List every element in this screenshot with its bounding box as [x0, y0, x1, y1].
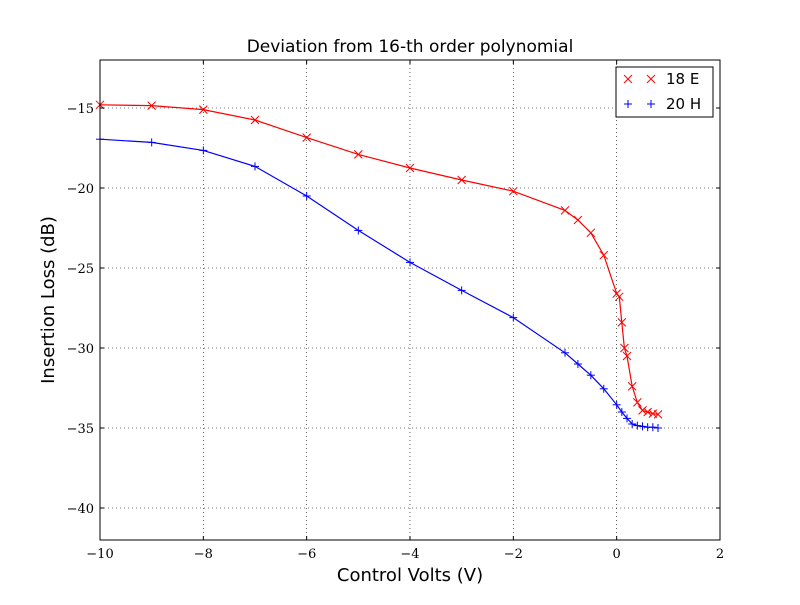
x-tick-label: −2 — [504, 547, 523, 562]
data-point-marker-b — [302, 133, 312, 142]
data-point — [614, 292, 624, 302]
data-point — [573, 215, 583, 225]
data-point — [654, 424, 662, 432]
data-point — [648, 423, 657, 432]
y-tick-label: −20 — [67, 182, 94, 197]
data-point-marker-b — [653, 410, 663, 419]
y-tick-label: −30 — [67, 342, 94, 357]
data-point — [599, 384, 608, 393]
data-point — [643, 407, 653, 417]
y-tick-label: −15 — [67, 102, 94, 117]
data-point-marker-b — [622, 351, 632, 361]
data-point — [623, 414, 631, 423]
data-point — [561, 348, 569, 357]
x-tick-label: −6 — [297, 547, 316, 562]
data-point — [147, 101, 157, 110]
x-tick-label: 0 — [613, 547, 621, 562]
data-point — [457, 175, 467, 185]
x-tick-label: −4 — [400, 547, 419, 562]
legend-label: 18 E — [666, 70, 699, 88]
data-point-marker-b — [638, 406, 647, 415]
x-tick-label: 2 — [716, 547, 724, 562]
axis-ticks: −10 −8 −6 −4 −2 0 2−40−35−30−25−20−15 — [67, 60, 724, 562]
data-point — [638, 422, 647, 431]
x-tick-label: −10 — [86, 547, 113, 562]
data-point — [638, 406, 647, 415]
data-point — [586, 228, 596, 238]
data-point-marker-b — [643, 407, 653, 417]
legend-marker-left-b — [623, 74, 633, 84]
data-point-marker-b — [586, 228, 596, 238]
data-point-marker-b — [405, 163, 415, 173]
data-point-marker-b — [250, 115, 260, 125]
data-point — [632, 398, 642, 407]
data-point — [198, 105, 208, 114]
data-point — [250, 115, 260, 125]
legend-entry: 20 H — [624, 95, 701, 113]
legend-marker-right-b — [646, 74, 656, 84]
data-point — [628, 420, 637, 428]
chart-title: Deviation from 16-th order polynomial — [247, 37, 574, 57]
x-tick-label: −8 — [194, 547, 213, 562]
data-point-marker-b — [508, 186, 518, 196]
data-point-marker-b — [614, 292, 624, 302]
data-point — [620, 343, 629, 353]
data-point-marker-b — [560, 206, 570, 215]
data-point-marker-b — [457, 175, 467, 185]
data-point-marker-b — [617, 318, 627, 327]
y-tick-label: −40 — [67, 502, 94, 517]
data-point — [302, 192, 311, 200]
data-point — [354, 226, 363, 235]
data-point — [302, 133, 312, 142]
data-point — [405, 163, 415, 173]
data-point — [406, 258, 414, 267]
legend: 18 E 20 H — [615, 66, 714, 118]
y-axis-label: Insertion Loss (dB) — [38, 216, 59, 384]
data-point-marker-b — [147, 101, 157, 110]
x-axis-label: Control Volts (V) — [337, 565, 483, 586]
series-1 — [96, 135, 662, 432]
data-point-marker-b — [573, 215, 583, 225]
data-point — [353, 150, 363, 159]
data-point — [586, 371, 595, 380]
data-point-marker-b — [599, 250, 609, 260]
data-point — [199, 146, 208, 155]
data-point — [573, 360, 582, 368]
data-point — [251, 162, 259, 171]
y-tick-label: −25 — [67, 262, 94, 277]
legend-entry: 18 E — [623, 70, 699, 88]
data-point — [509, 313, 518, 322]
data-point — [147, 138, 156, 147]
data-point — [617, 408, 626, 416]
data-point — [457, 286, 466, 295]
data-point — [599, 250, 609, 260]
data-point-marker-b — [627, 382, 637, 391]
y-tick-label: −35 — [67, 422, 94, 437]
data-point — [508, 186, 518, 196]
data-point-marker-b — [632, 398, 642, 407]
data-point-marker-b — [353, 150, 363, 159]
data-point — [627, 382, 637, 391]
legend-label: 20 H — [666, 95, 701, 113]
data-point-marker-b — [620, 343, 629, 353]
data-point — [617, 318, 627, 327]
data-point — [612, 400, 621, 409]
data-point — [560, 206, 570, 215]
data-point — [633, 421, 642, 430]
data-point — [622, 351, 632, 361]
data-point-marker-b — [198, 105, 208, 114]
data-point — [653, 410, 663, 419]
data-point-marker-b — [648, 409, 658, 418]
